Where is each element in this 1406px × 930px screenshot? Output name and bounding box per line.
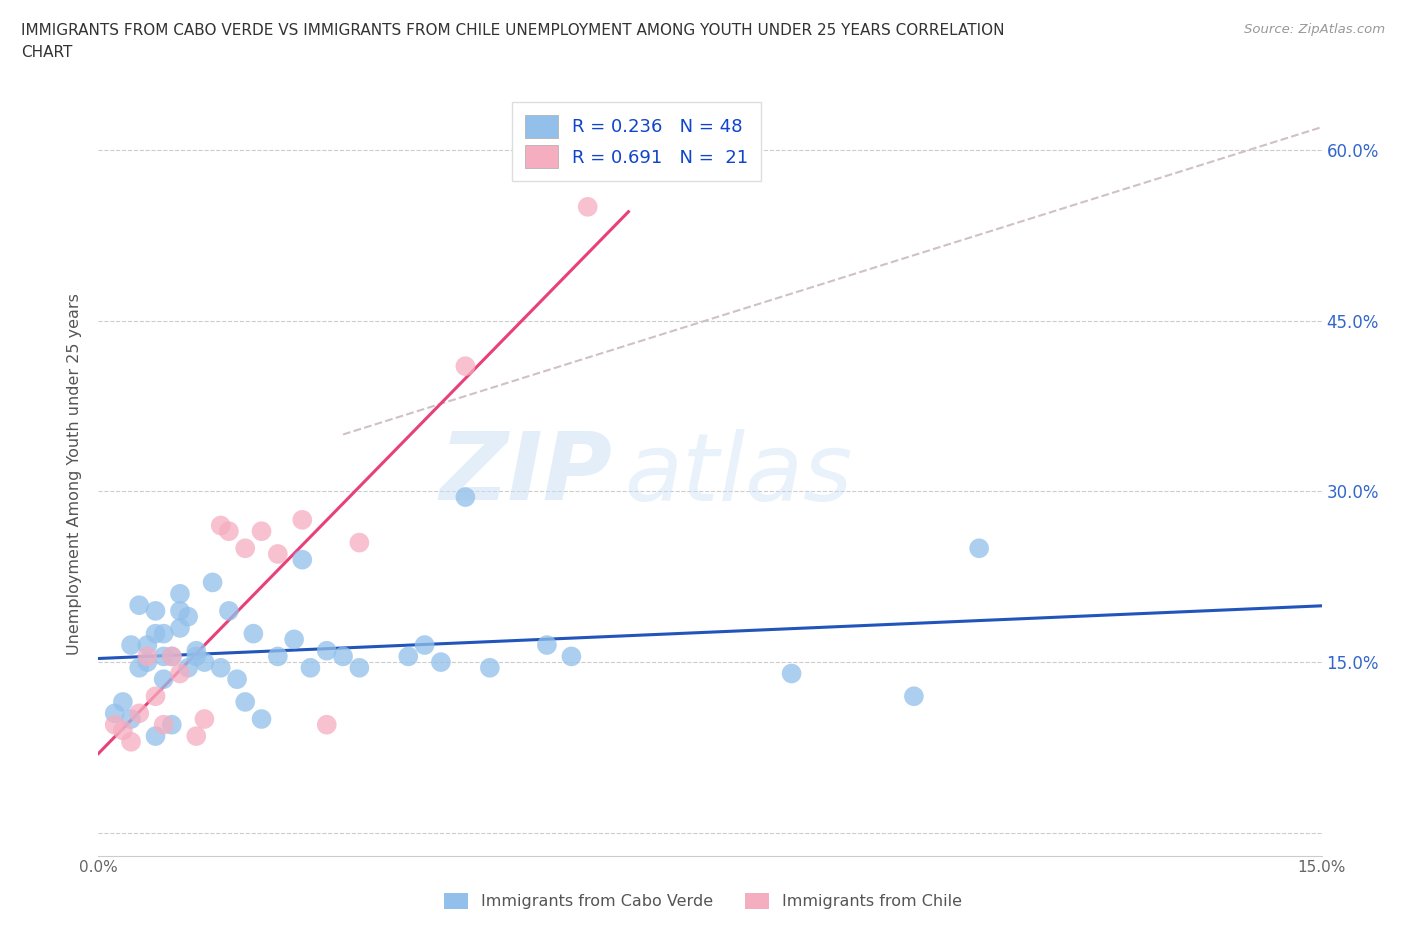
Legend: R = 0.236   N = 48, R = 0.691   N =  21: R = 0.236 N = 48, R = 0.691 N = 21 — [512, 102, 761, 181]
Point — [560, 649, 582, 664]
Point — [267, 547, 290, 562]
Point — [315, 644, 337, 658]
Point — [160, 649, 183, 664]
Point — [145, 604, 167, 618]
Point — [186, 649, 208, 664]
Point — [430, 655, 453, 670]
Point — [177, 660, 200, 675]
Point — [145, 728, 167, 743]
Point — [186, 644, 208, 658]
Point — [152, 717, 174, 732]
Point — [349, 660, 371, 675]
Point — [250, 711, 273, 726]
Point — [233, 695, 256, 710]
Point — [209, 660, 232, 675]
Point — [396, 649, 419, 664]
Point — [903, 689, 925, 704]
Point — [332, 649, 354, 664]
Point — [536, 638, 558, 653]
Point — [250, 524, 273, 538]
Point — [291, 552, 314, 567]
Point — [128, 706, 150, 721]
Text: Source: ZipAtlas.com: Source: ZipAtlas.com — [1244, 23, 1385, 36]
Point — [152, 671, 174, 686]
Point — [242, 626, 264, 641]
Point — [120, 711, 142, 726]
Point — [169, 587, 191, 602]
Point — [226, 671, 249, 686]
Point — [120, 638, 142, 653]
Point — [145, 626, 167, 641]
Point — [160, 649, 183, 664]
Point — [136, 655, 159, 670]
Point — [152, 649, 174, 664]
Point — [218, 604, 240, 618]
Point — [267, 649, 290, 664]
Legend: Immigrants from Cabo Verde, Immigrants from Chile: Immigrants from Cabo Verde, Immigrants f… — [436, 884, 970, 917]
Point — [283, 631, 305, 646]
Point — [104, 706, 127, 721]
Point — [299, 660, 322, 675]
Point — [478, 660, 501, 675]
Point — [111, 695, 134, 710]
Point — [967, 541, 990, 556]
Point — [186, 728, 208, 743]
Point — [201, 575, 224, 590]
Point — [136, 649, 159, 664]
Point — [152, 626, 174, 641]
Point — [128, 598, 150, 613]
Point — [209, 518, 232, 533]
Text: ZIP: ZIP — [439, 429, 612, 520]
Point — [233, 541, 256, 556]
Point — [128, 660, 150, 675]
Text: IMMIGRANTS FROM CABO VERDE VS IMMIGRANTS FROM CHILE UNEMPLOYMENT AMONG YOUTH UND: IMMIGRANTS FROM CABO VERDE VS IMMIGRANTS… — [21, 23, 1005, 38]
Point — [145, 689, 167, 704]
Point — [193, 711, 215, 726]
Point — [169, 666, 191, 681]
Point — [169, 604, 191, 618]
Point — [193, 655, 215, 670]
Point — [454, 359, 477, 374]
Point — [413, 638, 436, 653]
Point — [111, 723, 134, 737]
Point — [315, 717, 337, 732]
Point — [349, 535, 371, 550]
Y-axis label: Unemployment Among Youth under 25 years: Unemployment Among Youth under 25 years — [67, 293, 83, 656]
Point — [169, 620, 191, 635]
Point — [104, 717, 127, 732]
Point — [160, 717, 183, 732]
Point — [218, 524, 240, 538]
Point — [454, 489, 477, 504]
Point — [177, 609, 200, 624]
Point — [136, 638, 159, 653]
Text: CHART: CHART — [21, 45, 73, 60]
Point — [291, 512, 314, 527]
Point — [780, 666, 803, 681]
Text: atlas: atlas — [624, 429, 852, 520]
Point — [576, 199, 599, 214]
Point — [120, 735, 142, 750]
